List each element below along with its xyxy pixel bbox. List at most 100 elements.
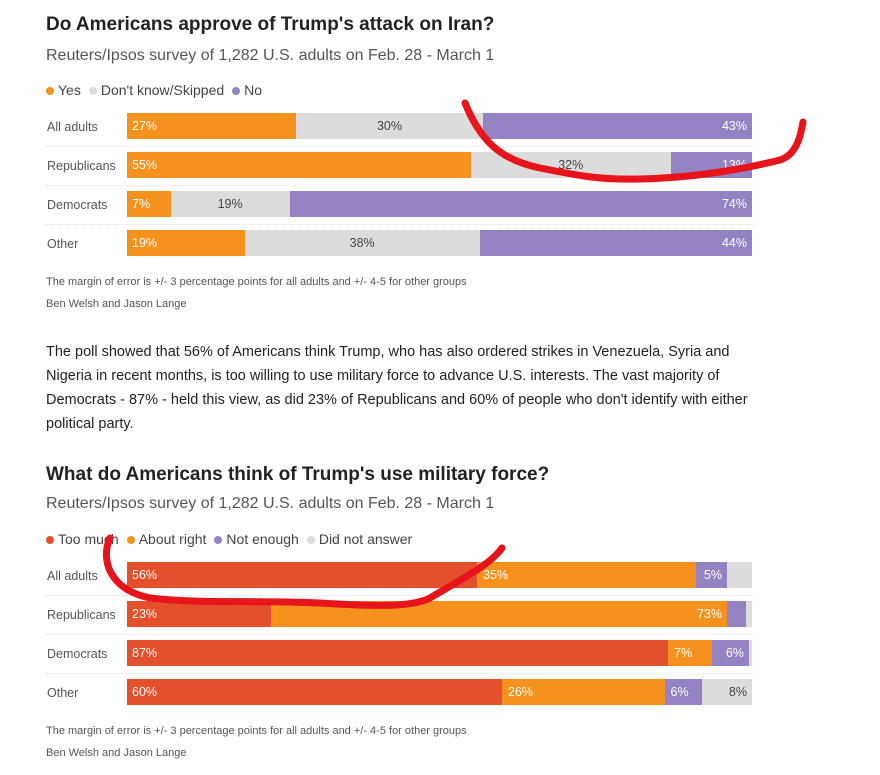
data-label: 8%: [728, 685, 747, 699]
data-label: 55%: [132, 158, 158, 172]
bar-segment-no: 74%: [289, 191, 752, 217]
data-label: 74%: [721, 197, 747, 211]
bar-segment-did-not-answer: [745, 601, 752, 627]
chart1-subtitle: Reuters/Ipsos survey of 1,282 U.S. adult…: [46, 47, 495, 64]
chart1-title: Do Americans approve of Trump's attack o…: [46, 14, 495, 35]
bar-segment-too-much: 23%: [127, 601, 271, 627]
legend-label: Not enough: [226, 531, 299, 547]
category-label: Democrats: [47, 647, 108, 661]
chart2-credit: Ben Welsh and Jason Lange: [46, 747, 187, 759]
bar-segment-no: 43%: [483, 113, 752, 139]
legend-label: About right: [138, 531, 207, 547]
data-label: 7%: [674, 646, 693, 660]
legend-swatch: [232, 87, 241, 95]
bar-segment-too-much: 56%: [127, 562, 477, 588]
bar-segment-did-not-answer: [748, 640, 752, 666]
legend-swatch: [126, 536, 135, 544]
stacked-bar: 23% 73%: [127, 601, 752, 627]
stacked-bar: 27% 30% 43%: [127, 113, 752, 139]
legend-label: Yes: [58, 82, 81, 98]
data-label: 44%: [721, 236, 748, 250]
bar-segment-too-much: 60%: [127, 679, 502, 705]
data-label: 5%: [703, 568, 722, 582]
bar-segment-about-right: 7%: [668, 640, 712, 666]
legend-swatch: [214, 536, 223, 544]
bar-segment-no: 44%: [479, 230, 753, 256]
chart1: All adults 27% 30% 43% Republicans 55% 32% 13% D…: [46, 108, 756, 263]
bar-segment-yes: 27%: [127, 113, 296, 139]
bar-segment-not-enough: 5%: [695, 562, 727, 588]
chart1-note: The margin of error is +/- 3 percentage …: [46, 276, 467, 288]
stacked-bar: 7% 19% 74%: [127, 191, 752, 217]
bar-row-republicans: Republicans 55% 32% 13%: [46, 146, 756, 185]
category-label: Republicans: [47, 608, 116, 622]
bar-row-other: Other 60% 26% 6% 8%: [46, 673, 756, 712]
bar-segment-not-enough: 6%: [664, 679, 702, 705]
bar-segment-did-not-answer: 8%: [702, 679, 752, 705]
legend-item-did-not-answer: Did not answer: [306, 531, 413, 547]
bar-segment-yes: 55%: [127, 152, 471, 178]
bar-row-democrats: Democrats 87% 7% 6%: [46, 634, 756, 673]
data-label: 87%: [132, 646, 158, 660]
stacked-bar: 55% 32% 13%: [127, 152, 752, 178]
data-label: 26%: [508, 685, 534, 699]
bar-segment-about-right: 73%: [270, 601, 727, 627]
bar-segment-did-not-answer: [727, 562, 752, 588]
chart2: All adults 56% 35% 5% Republicans 23% 73% Democ…: [46, 557, 756, 712]
bar-segment-about-right: 35%: [477, 562, 696, 588]
data-label: 23%: [132, 607, 158, 621]
bar-row-other: Other 19% 38% 44%: [46, 224, 756, 263]
chart1-legend: Yes Don't know/Skipped No: [46, 82, 262, 98]
legend-item-about-right: About right: [126, 531, 207, 547]
category-label: All adults: [47, 569, 98, 583]
bar-segment-too-much: 87%: [127, 640, 669, 666]
bar-segment-not-enough: [727, 601, 746, 627]
bar-segment-no: 13%: [670, 152, 752, 178]
chart2-note: The margin of error is +/- 3 percentage …: [46, 725, 467, 737]
data-label: 38%: [349, 236, 375, 250]
stacked-bar: 56% 35% 5%: [127, 562, 752, 588]
data-label: 19%: [217, 197, 243, 211]
chart2-title: What do Americans think of Trump's use m…: [46, 464, 550, 485]
legend-swatch: [88, 87, 97, 95]
legend-item-yes: Yes: [46, 82, 81, 98]
data-label: 27%: [132, 119, 158, 133]
legend-item-no: No: [232, 82, 262, 98]
bar-segment-about-right: 26%: [502, 679, 665, 705]
category-label: All adults: [47, 120, 98, 134]
legend-label: No: [244, 82, 263, 98]
chart2-subtitle: Reuters/Ipsos survey of 1,282 U.S. adult…: [46, 495, 495, 512]
stacked-bar: 19% 38% 44%: [127, 230, 753, 256]
bar-segment-yes: 19%: [127, 230, 245, 256]
bar-segment-don-t-know-skipped: 19%: [170, 191, 290, 217]
data-label: 43%: [721, 119, 747, 133]
bar-segment-not-enough: 6%: [711, 640, 749, 666]
legend-label: Too much: [58, 531, 119, 547]
category-label: Democrats: [47, 198, 108, 212]
legend-label: Don't know/Skipped: [100, 82, 225, 98]
data-label: 56%: [132, 568, 158, 582]
data-label: 30%: [376, 119, 403, 133]
data-label: 13%: [721, 158, 747, 172]
bar-segment-yes: 7%: [127, 191, 171, 217]
bar-segment-don-t-know-skipped: 32%: [470, 152, 671, 178]
data-label: 6%: [725, 646, 744, 660]
data-label: 6%: [670, 685, 689, 699]
bar-row-all-adults: All adults 56% 35% 5%: [46, 557, 756, 595]
bar-row-all-adults: All adults 27% 30% 43%: [46, 108, 756, 146]
bar-row-democrats: Democrats 7% 19% 74%: [46, 185, 756, 224]
data-label: 73%: [696, 607, 722, 621]
chart2-legend: Too much About right Not enough Did not ans…: [46, 531, 412, 547]
legend-swatch: [46, 87, 54, 95]
legend-label: Did not answer: [318, 531, 413, 547]
category-label: Other: [47, 686, 79, 700]
legend-swatch: [46, 536, 54, 544]
data-label: 32%: [558, 158, 584, 172]
legend-item-too-much: Too much: [46, 531, 119, 547]
category-label: Republicans: [47, 159, 116, 173]
data-label: 35%: [483, 568, 509, 582]
article-paragraph: The poll showed that 56% of Americans th…: [46, 344, 748, 432]
bar-segment-don-t-know-skipped: 30%: [295, 113, 484, 139]
bar-segment-don-t-know-skipped: 38%: [244, 230, 480, 256]
